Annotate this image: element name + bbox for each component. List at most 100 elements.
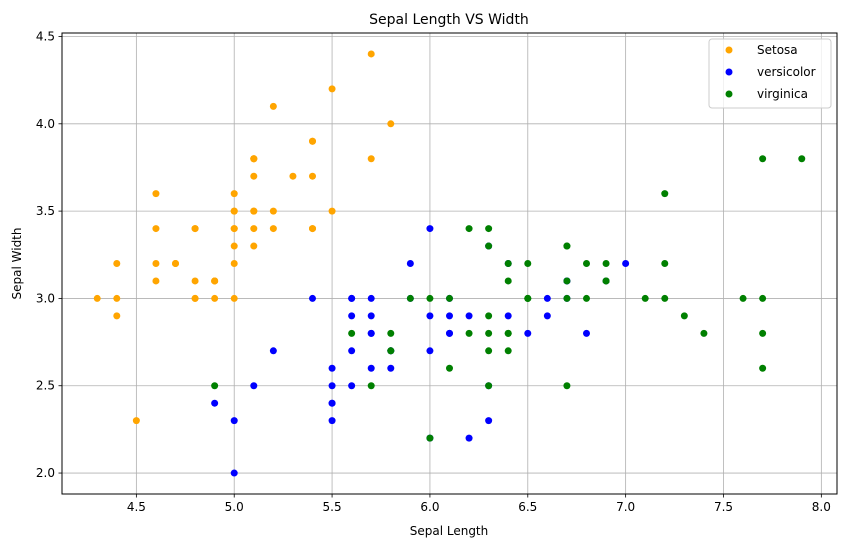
point-virginica [759,294,767,302]
point-virginica [602,277,610,285]
chart-title: Sepal Length VS Width [369,12,529,28]
point-versicolor [348,312,356,320]
point-versicolor [367,329,375,337]
x-tick-label: 8.0 [812,500,831,514]
legend-marker-versicolor [725,68,733,76]
point-setosa [269,102,277,110]
point-versicolor [465,434,473,442]
x-tick-label: 4.5 [127,500,146,514]
legend-label-virginica: virginica [757,87,808,101]
point-setosa [367,155,375,163]
point-versicolor [622,260,630,267]
point-setosa [230,190,238,198]
point-setosa [113,260,121,267]
point-versicolor [387,364,395,372]
point-versicolor [269,347,277,355]
point-setosa [387,120,395,128]
point-versicolor [367,312,375,320]
point-virginica [563,294,571,302]
point-versicolor [426,347,434,355]
x-tick-label: 5.0 [225,500,244,514]
point-versicolor [504,312,512,320]
point-virginica [504,329,512,337]
point-versicolor [426,225,434,233]
y-axis-label: Sepal Width [10,228,24,300]
point-setosa [250,242,258,250]
point-virginica [524,294,532,302]
point-setosa [230,225,238,233]
point-setosa [211,277,219,285]
point-setosa [230,207,238,215]
point-virginica [426,294,434,302]
point-versicolor [328,399,336,407]
point-virginica [485,382,493,390]
point-versicolor [348,294,356,302]
point-virginica [387,347,395,355]
point-virginica [661,294,669,302]
data-points [93,50,806,477]
point-versicolor [250,382,258,390]
point-versicolor [543,312,551,320]
point-virginica [504,347,512,355]
point-setosa [191,294,199,302]
point-virginica [759,364,767,372]
point-virginica [485,225,493,233]
legend-box [708,38,832,109]
point-virginica [582,294,590,302]
legend-marker-virginica [725,90,733,98]
point-setosa [328,207,336,215]
point-setosa [250,155,258,163]
point-virginica [348,329,356,337]
point-versicolor [367,364,375,372]
point-virginica [465,225,473,233]
point-virginica [485,242,493,250]
point-versicolor [348,382,356,390]
point-virginica [504,277,512,285]
point-setosa [230,260,238,267]
point-virginica [524,260,532,267]
point-virginica [563,382,571,390]
point-virginica [680,312,688,320]
point-setosa [172,260,180,267]
point-versicolor [543,294,551,302]
point-virginica [563,242,571,250]
point-virginica [739,294,747,302]
point-setosa [289,172,297,180]
legend-label-setosa: Setosa [757,43,798,57]
point-virginica [563,277,571,285]
point-setosa [191,225,199,233]
x-tick-label: 7.5 [714,500,733,514]
plot-area [61,32,838,495]
point-setosa [230,294,238,302]
x-tick-label: 7.0 [616,500,635,514]
point-virginica [387,329,395,337]
y-tick-label: 2.0 [36,466,55,480]
point-setosa [113,312,121,320]
point-virginica [798,155,806,163]
point-virginica [485,329,493,337]
point-virginica [759,155,767,163]
point-setosa [211,294,219,302]
x-tick-label: 6.5 [518,500,537,514]
point-setosa [250,207,258,215]
point-virginica [582,260,590,267]
point-virginica [504,260,512,267]
x-axis-label: Sepal Length [410,524,489,538]
point-setosa [93,294,101,302]
point-versicolor [582,329,590,337]
point-versicolor [426,312,434,320]
y-tick-label: 2.5 [36,379,55,393]
point-setosa [152,190,160,198]
point-versicolor [230,469,238,477]
point-versicolor [328,417,336,425]
point-setosa [152,277,160,285]
x-tick-label: 6.0 [420,500,439,514]
point-virginica [602,260,610,267]
point-setosa [132,417,140,425]
point-versicolor [211,399,219,407]
point-versicolor [485,417,493,425]
point-virginica [661,260,669,267]
legend-label-versicolor: versicolor [757,65,816,79]
point-versicolor [406,260,414,267]
point-versicolor [230,417,238,425]
